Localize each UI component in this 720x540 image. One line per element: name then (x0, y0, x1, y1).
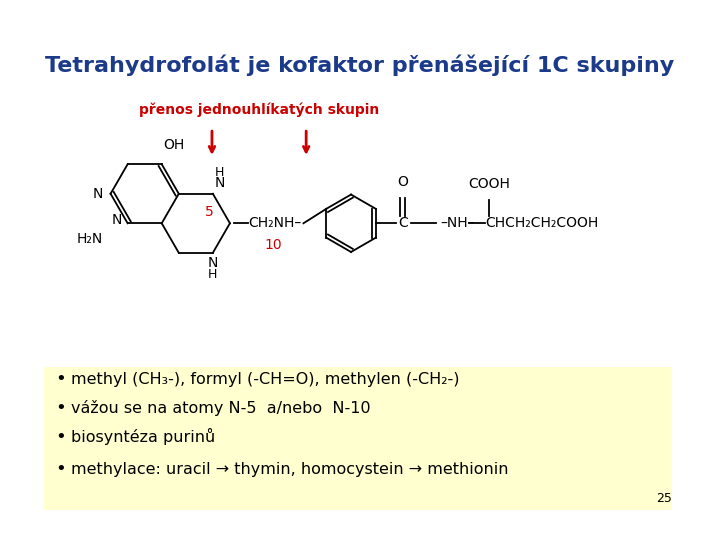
Text: OH: OH (163, 138, 185, 152)
Text: N: N (112, 213, 122, 227)
Text: COOH: COOH (468, 177, 510, 191)
Text: O: O (397, 175, 408, 189)
Text: N: N (93, 187, 104, 201)
Text: C: C (398, 216, 408, 230)
FancyBboxPatch shape (44, 367, 672, 510)
Text: –NH–: –NH– (441, 216, 475, 230)
Text: biosyntéza purinů: biosyntéza purinů (71, 428, 215, 446)
Text: vážou se na atomy N-5  a/nebo  N-10: vážou se na atomy N-5 a/nebo N-10 (71, 400, 371, 416)
Text: CH₂NH–: CH₂NH– (248, 216, 301, 230)
Text: •: • (55, 428, 66, 446)
Text: přenos jednouhlíkatých skupin: přenos jednouhlíkatých skupin (140, 103, 379, 118)
Text: methyl (CH₃-), formyl (-CH=O), methylen (-CH₂-): methyl (CH₃-), formyl (-CH=O), methylen … (71, 372, 459, 387)
Text: •: • (55, 460, 66, 478)
Text: Tetrahydrofolát je kofaktor přenášející 1C skupiny: Tetrahydrofolát je kofaktor přenášející … (45, 55, 675, 76)
Text: •: • (55, 399, 66, 417)
Text: N: N (215, 176, 225, 190)
Text: 5: 5 (205, 205, 214, 219)
Text: methylace: uracil → thymin, homocystein → methionin: methylace: uracil → thymin, homocystein … (71, 462, 508, 477)
Text: H: H (208, 268, 217, 281)
Text: H₂N: H₂N (76, 232, 102, 246)
Text: CHCH₂CH₂COOH: CHCH₂CH₂COOH (485, 216, 598, 230)
Text: •: • (55, 370, 66, 388)
Text: 25: 25 (657, 492, 672, 505)
Text: N: N (207, 256, 218, 271)
Text: H: H (215, 166, 224, 179)
Text: 10: 10 (264, 238, 282, 252)
